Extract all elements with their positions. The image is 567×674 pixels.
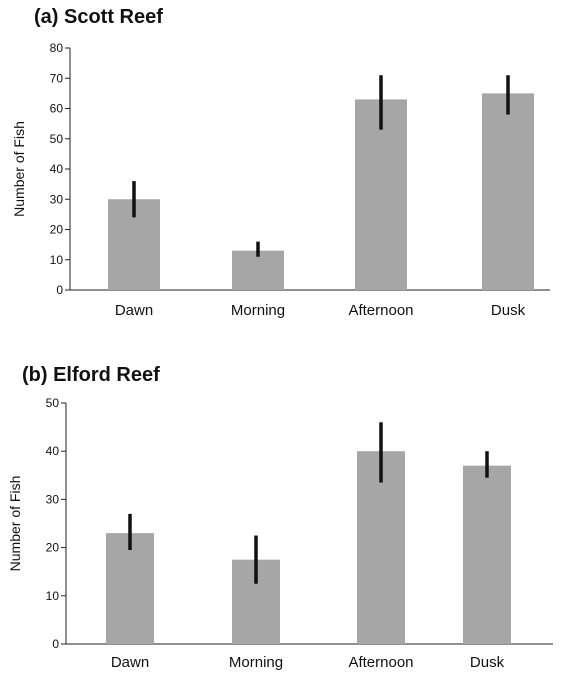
bar-morning <box>232 250 284 290</box>
x-tick-label: Dawn <box>115 302 153 319</box>
bar-chart-scott-reef: 0 10 20 30 40 50 60 70 80 Number of Fish Dawn Morni… <box>11 41 550 319</box>
y-axis-title: Number of Fish <box>11 121 27 217</box>
x-tick-label: Dusk <box>470 654 505 671</box>
y-tick-label: 0 <box>56 283 63 297</box>
x-tick-label: Afternoon <box>348 654 413 671</box>
y-tick-label: 80 <box>50 41 64 55</box>
y-tick-label: 40 <box>46 444 60 458</box>
y-tick-label: 70 <box>50 71 64 85</box>
y-tick-label: 60 <box>50 102 64 116</box>
y-tick-label: 20 <box>46 541 60 555</box>
y-tick-label: 30 <box>46 492 60 506</box>
chart-panel-scott-reef: (a) Scott Reef 0 10 20 30 40 50 60 70 80 Number o… <box>0 0 567 330</box>
y-tick-label: 10 <box>46 589 60 603</box>
x-tick-label: Morning <box>231 302 285 319</box>
y-tick-label: 50 <box>46 396 60 410</box>
x-tick-label: Afternoon <box>348 302 413 319</box>
x-tick-label: Dusk <box>491 302 526 319</box>
y-tick-label: 10 <box>50 253 64 267</box>
chart-title: (a) Scott Reef <box>34 6 163 28</box>
y-axis-title: Number of Fish <box>7 476 23 572</box>
bar-dusk <box>482 93 534 290</box>
bar-dusk <box>463 465 511 644</box>
chart-title: (b) Elford Reef <box>22 364 160 386</box>
bar-dawn <box>106 533 154 644</box>
bar-afternoon <box>355 99 407 290</box>
y-tick-label: 50 <box>50 132 64 146</box>
x-tick-label: Dawn <box>111 654 149 671</box>
y-tick-label: 0 <box>52 637 59 651</box>
y-tick-label: 30 <box>50 192 64 206</box>
y-tick-label: 40 <box>50 162 64 176</box>
bar-afternoon <box>357 451 405 644</box>
y-tick-label: 20 <box>50 223 64 237</box>
chart-panel-elford-reef: (b) Elford Reef 0 10 20 30 40 50 Number of Fis… <box>0 360 567 674</box>
x-tick-label: Morning <box>229 654 283 671</box>
bar-chart-elford-reef: 0 10 20 30 40 50 Number of Fish Dawn Morning Afte… <box>7 396 553 671</box>
